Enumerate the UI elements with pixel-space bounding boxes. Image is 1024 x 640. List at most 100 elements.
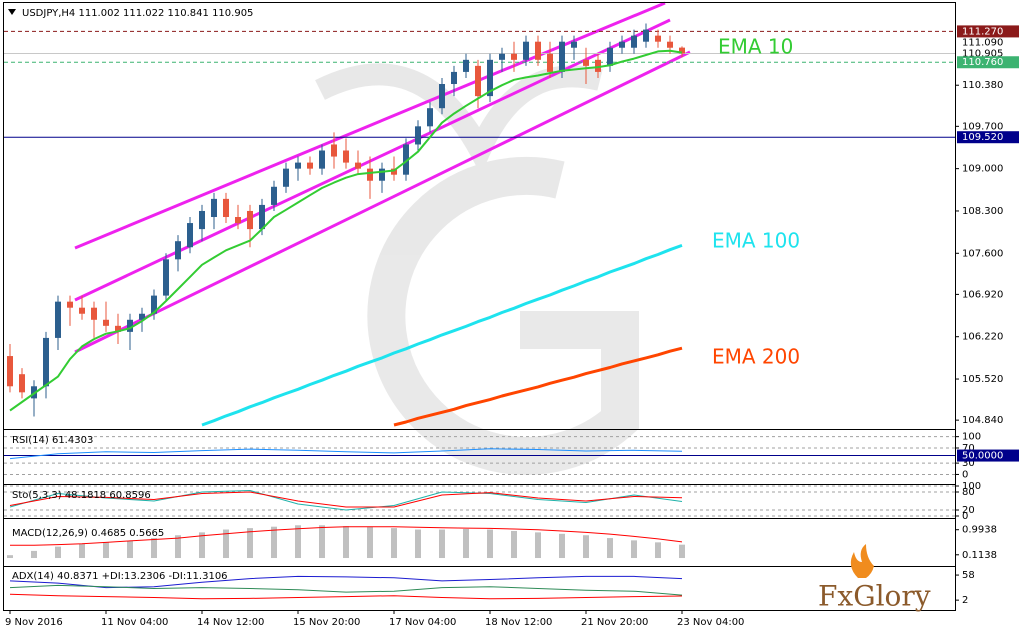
x-tick-label: 11 Nov 04:00 — [101, 617, 168, 628]
level-label: 50.0000 — [962, 451, 1003, 462]
y-tick-label: 30 — [962, 458, 975, 469]
histogram-bar — [271, 526, 277, 559]
panel-title: ADX(14) 40.8371 +DI:13.2306 -DI:11.3106 — [12, 571, 228, 582]
histogram-bar — [127, 540, 133, 559]
candle-body — [283, 168, 289, 187]
y-tick-label: 58 — [962, 570, 975, 581]
histogram-bar — [199, 532, 205, 559]
y-tick-label: 0 — [962, 511, 968, 522]
y-tick-label: 107.600 — [962, 248, 1003, 259]
channel-lower — [74, 50, 691, 354]
y-tick-label: 106.920 — [962, 289, 1003, 300]
histogram-bar — [583, 535, 589, 559]
x-tick-label: 9 Nov 2016 — [5, 617, 63, 628]
candle-body — [223, 198, 229, 218]
candle-body — [19, 374, 25, 393]
candle-body — [103, 319, 109, 326]
histogram-bar — [559, 533, 565, 559]
candle-body — [79, 307, 85, 314]
y-tick-label: 110.380 — [962, 80, 1003, 91]
histogram-bar — [655, 542, 661, 559]
panel-title: Sto(5,3,3) 48.1818 60.8596 — [12, 490, 151, 501]
candle-body — [91, 307, 97, 320]
y-tick-label: 20 — [962, 505, 975, 516]
candle-body — [271, 186, 277, 205]
level-label: 110.905 — [962, 48, 1003, 59]
candle-body — [439, 84, 445, 109]
candle-body — [43, 337, 49, 387]
candle-body — [235, 217, 241, 224]
candle-body — [511, 53, 517, 60]
candle-body — [631, 35, 637, 48]
y-tick-label: 100 — [962, 481, 981, 492]
indicator-line — [9, 584, 683, 596]
candle-body — [259, 204, 265, 230]
candle-body — [559, 41, 565, 72]
y-tick-label: 0.1138 — [962, 550, 997, 561]
histogram-bar — [463, 528, 469, 559]
histogram-bar — [343, 526, 349, 559]
candle-body — [355, 162, 361, 169]
candle-body — [247, 210, 253, 230]
indicator-line — [9, 491, 683, 508]
candle-body — [463, 59, 469, 72]
candle-body — [211, 198, 217, 218]
candle-body — [307, 162, 313, 169]
indicator-line — [9, 448, 683, 460]
candle-body — [319, 150, 325, 169]
y-tick-label: 104.840 — [962, 415, 1003, 426]
histogram-bar — [79, 543, 85, 559]
candle-body — [619, 41, 625, 48]
candle-body — [367, 168, 373, 181]
level-label-box — [957, 36, 1019, 49]
y-tick-label: 0 — [962, 469, 968, 480]
candle-body — [295, 162, 301, 169]
histogram-bar — [535, 532, 541, 559]
candle-body — [115, 325, 121, 332]
histogram-bar — [247, 528, 253, 559]
histogram-bar — [175, 535, 181, 559]
panel-title: MACD(12,26,9) 0.4685 0.5665 — [12, 528, 164, 539]
histogram-bar — [367, 526, 373, 559]
level-label-box — [957, 131, 1019, 144]
y-tick-label: 109.000 — [962, 164, 1003, 175]
candle-body — [55, 301, 61, 338]
candle-body — [667, 41, 673, 48]
x-tick-label: 21 Nov 20:00 — [581, 617, 648, 628]
indicator-line — [393, 346, 683, 427]
channel-upper — [74, 1, 666, 250]
candle-body — [7, 356, 13, 387]
histogram-bar — [31, 550, 37, 559]
candle-body — [151, 295, 157, 314]
candle-body — [379, 168, 385, 181]
candle-body — [655, 35, 661, 42]
candle-body — [523, 41, 529, 60]
frame — [3, 2, 956, 611]
y-tick-label: 105.520 — [962, 374, 1003, 385]
candle-body — [187, 223, 193, 248]
histogram-bar — [295, 525, 301, 559]
histogram-bar — [319, 525, 325, 559]
x-tick-label: 23 Nov 04:00 — [677, 617, 744, 628]
candle-body — [403, 144, 409, 175]
level-label: 109.520 — [962, 132, 1003, 143]
chart-title: USDJPY,H4 111.002 111.022 110.841 110.90… — [22, 8, 253, 19]
channel-middle — [74, 18, 671, 302]
candle-body — [487, 59, 493, 97]
histogram-bar — [55, 546, 61, 559]
indicator-line — [9, 490, 683, 511]
indicator-line — [9, 49, 683, 412]
histogram-bar — [151, 538, 157, 559]
watermark-g — [367, 156, 639, 475]
candle-body — [679, 47, 685, 54]
level-label-box — [957, 56, 1019, 69]
candle-body — [163, 259, 169, 296]
y-tick-label: 0.9938 — [962, 525, 997, 536]
legend-label: EMA 10 — [718, 35, 793, 59]
candle-body — [427, 108, 433, 127]
level-label: 110.760 — [962, 57, 1003, 68]
y-tick-label: 109.700 — [962, 121, 1003, 132]
level-label-box — [957, 25, 1019, 38]
candle-body — [595, 59, 601, 72]
histogram-bar — [511, 530, 517, 559]
